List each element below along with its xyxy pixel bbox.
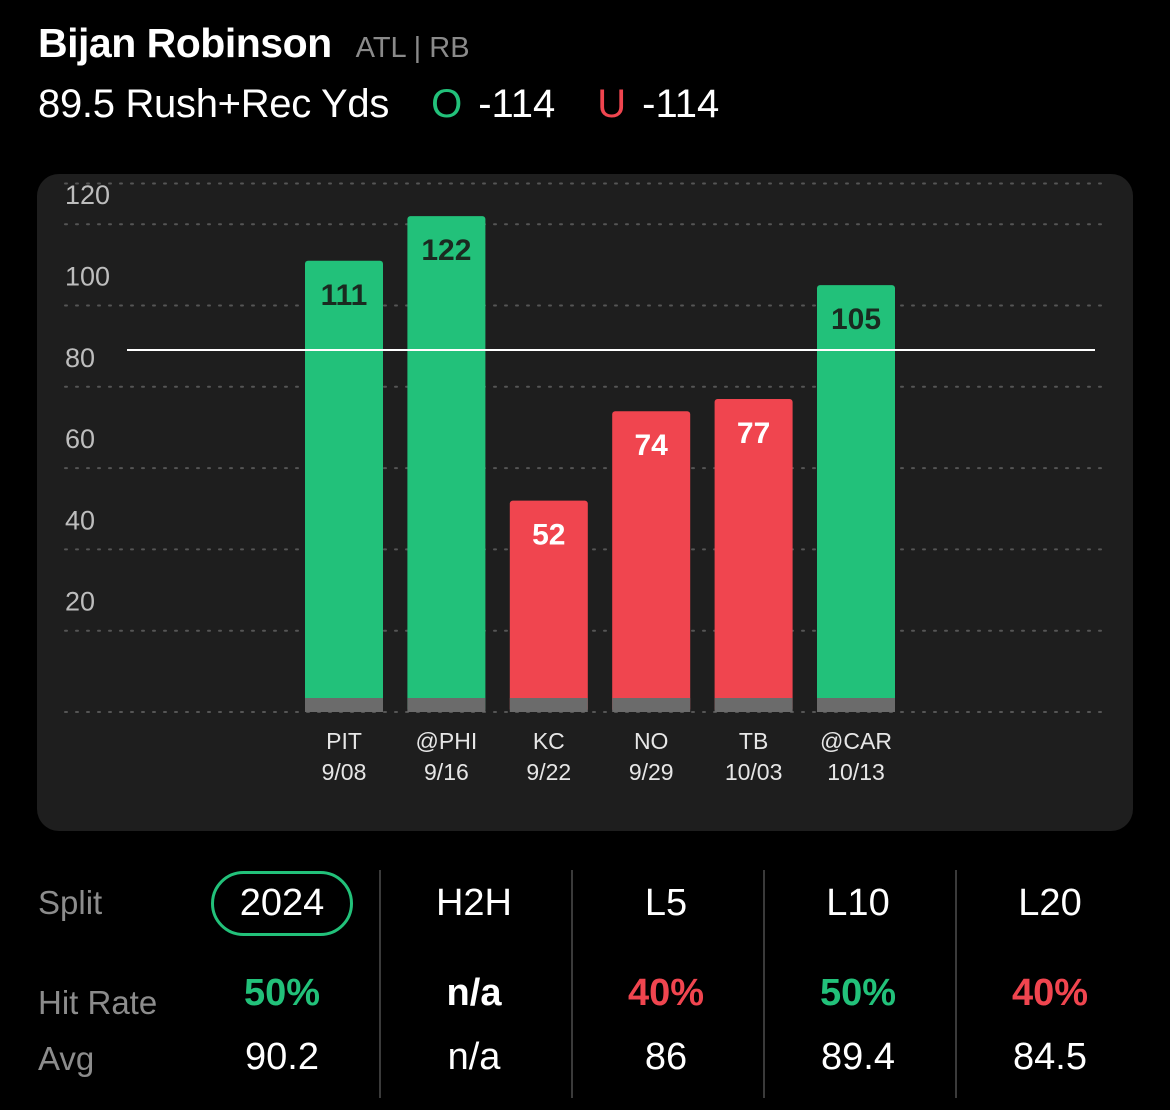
hit-rate-value: 40% bbox=[1011, 972, 1089, 1014]
split-column-l20[interactable]: L20 40% 84.5 bbox=[954, 868, 1146, 1108]
bar-kc[interactable] bbox=[509, 500, 588, 712]
over-odds: -114 bbox=[478, 82, 556, 126]
split-tab-l20[interactable]: L20 bbox=[954, 868, 1146, 938]
split-tab-label: L5 bbox=[644, 881, 688, 924]
split-column-l5[interactable]: L5 40% 86 bbox=[570, 868, 762, 1108]
avg-label: Avg bbox=[38, 1040, 95, 1077]
x-tick-opponent: @PHI bbox=[416, 728, 478, 754]
y-tick-label: 60 bbox=[65, 424, 95, 454]
split-tab-2024[interactable]: 2024 bbox=[186, 868, 378, 938]
split-tab-label: H2H bbox=[435, 881, 513, 924]
column-divider bbox=[955, 870, 957, 1098]
split-column-2024[interactable]: 2024 50% 90.2 bbox=[186, 868, 378, 1108]
split-column-l10[interactable]: L10 50% 89.4 bbox=[762, 868, 954, 1108]
split-label: Split bbox=[38, 884, 103, 921]
column-divider bbox=[379, 870, 381, 1098]
prop-header: Bijan Robinson ATL | RB 89.5 Rush+Rec Yd… bbox=[38, 20, 719, 127]
x-tick-opponent: NO bbox=[634, 728, 669, 754]
column-divider bbox=[763, 870, 765, 1098]
x-tick-date: 10/03 bbox=[725, 759, 783, 785]
y-tick-label: 20 bbox=[65, 587, 95, 617]
bar-at-car[interactable] bbox=[817, 285, 895, 712]
bar-value-label: 74 bbox=[635, 429, 669, 462]
x-tick-opponent: PIT bbox=[326, 728, 362, 754]
x-tick-date: 9/22 bbox=[526, 759, 571, 785]
x-tick-date: 9/08 bbox=[322, 759, 367, 785]
y-tick-label: 100 bbox=[65, 262, 110, 292]
hit-rate-value: 50% bbox=[243, 972, 321, 1014]
bar-at-phi[interactable] bbox=[407, 216, 486, 712]
column-divider bbox=[571, 870, 573, 1098]
bar-no[interactable] bbox=[612, 411, 691, 712]
under-odds-button[interactable]: U -114 bbox=[597, 82, 719, 127]
under-letter: U bbox=[597, 82, 627, 126]
split-tab-label: 2024 bbox=[210, 870, 354, 936]
title-row: Bijan Robinson ATL | RB bbox=[38, 20, 719, 74]
avg-value: 90.2 bbox=[245, 1036, 319, 1078]
split-tab-label: L10 bbox=[826, 881, 890, 924]
bar-value-label: 77 bbox=[737, 417, 770, 450]
bar-value-label: 111 bbox=[321, 279, 368, 312]
x-tick-opponent: KC bbox=[533, 728, 565, 754]
split-tab-l10[interactable]: L10 bbox=[762, 868, 954, 938]
hit-rate-value: 50% bbox=[819, 972, 897, 1014]
bar-chart-svg: 20 40 60 80 100 120 111 PIT 9/08 122 @PHI 9/16 52 KC 9… bbox=[64, 180, 1103, 785]
split-tab-label: L20 bbox=[1018, 881, 1082, 924]
over-letter: O bbox=[431, 82, 463, 126]
player-meta: ATL | RB bbox=[355, 32, 470, 64]
hit-rate-label: Hit Rate bbox=[38, 984, 158, 1021]
bar-base bbox=[305, 698, 383, 712]
split-tab-h2h[interactable]: H2H bbox=[378, 868, 570, 938]
bar-base bbox=[612, 698, 691, 712]
split-stats-table: Split Hit Rate Avg 2024 50% 90.2 H2H n/a n/a L… bbox=[0, 860, 1170, 1110]
bar-pit[interactable] bbox=[305, 260, 383, 712]
x-tick-date: 10/13 bbox=[827, 759, 885, 785]
bar-base bbox=[714, 698, 793, 712]
bar-value-label: 122 bbox=[421, 234, 471, 267]
bar-tb[interactable] bbox=[714, 398, 793, 712]
prop-line: 89.5 Rush+Rec Yds bbox=[38, 82, 390, 126]
over-odds-button[interactable]: O -114 bbox=[431, 82, 555, 127]
y-tick-label: 40 bbox=[65, 505, 95, 535]
x-tick-date: 9/29 bbox=[629, 759, 674, 785]
split-column-h2h[interactable]: H2H n/a n/a bbox=[378, 868, 570, 1108]
split-tab-l5[interactable]: L5 bbox=[570, 868, 762, 938]
hit-rate-value: n/a bbox=[446, 972, 502, 1014]
bar-base bbox=[509, 698, 588, 712]
game-log-chart: 20 40 60 80 100 120 111 PIT 9/08 122 @PHI 9/16 52 KC 9… bbox=[37, 174, 1133, 831]
x-tick-date: 9/16 bbox=[424, 759, 469, 785]
line-row: 89.5 Rush+Rec Yds O -114 U -114 bbox=[38, 82, 719, 127]
bar-value-label: 105 bbox=[831, 303, 881, 336]
under-odds: -114 bbox=[642, 82, 720, 126]
avg-value: 86 bbox=[644, 1036, 688, 1078]
y-tick-label: 120 bbox=[65, 180, 110, 210]
x-tick-opponent: @CAR bbox=[820, 728, 892, 754]
bar-base bbox=[407, 698, 486, 712]
avg-value: 84.5 bbox=[1013, 1036, 1087, 1078]
avg-value: 89.4 bbox=[821, 1036, 895, 1078]
player-name: Bijan Robinson bbox=[38, 20, 332, 66]
x-tick-opponent: TB bbox=[739, 728, 768, 754]
bar-base bbox=[817, 698, 895, 712]
avg-value: n/a bbox=[447, 1036, 501, 1078]
y-tick-label: 80 bbox=[65, 343, 95, 373]
bar-value-label: 52 bbox=[532, 519, 565, 552]
hit-rate-value: 40% bbox=[627, 972, 705, 1014]
